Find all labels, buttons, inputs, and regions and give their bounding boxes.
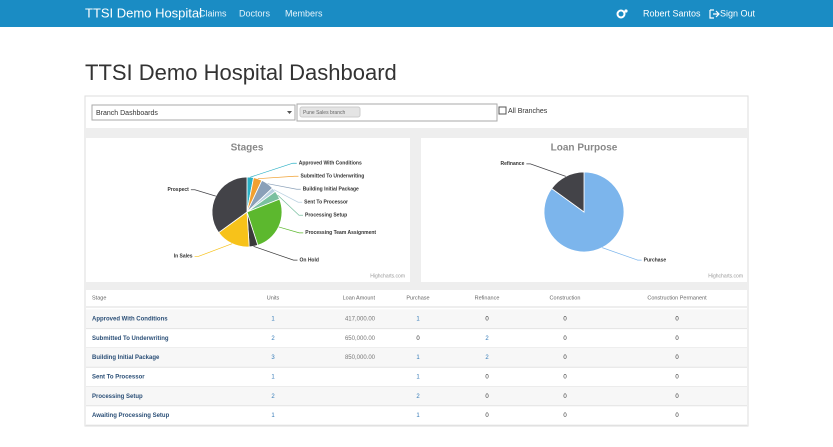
- cell: 0: [675, 394, 679, 400]
- cell: 0: [485, 374, 489, 380]
- cell: 0: [563, 413, 567, 419]
- checkbox-label[interactable]: All Branches: [508, 108, 548, 115]
- chart-title: Stages: [231, 143, 264, 154]
- nav-link[interactable]: Claims: [199, 8, 227, 18]
- cell[interactable]: 1: [416, 413, 420, 419]
- data-label: On Hold: [299, 257, 318, 263]
- checkbox[interactable]: [498, 106, 507, 115]
- separator: [86, 128, 747, 138]
- cell[interactable]: 1: [271, 374, 275, 380]
- tag[interactable]: [299, 106, 361, 118]
- nav-link[interactable]: Doctors: [239, 8, 271, 18]
- row-bg: [86, 386, 747, 406]
- cell[interactable]: 2: [485, 355, 489, 361]
- row-bg: [86, 348, 747, 368]
- cell[interactable]: 2: [271, 394, 275, 400]
- cell[interactable]: 1: [416, 317, 420, 323]
- data-label: Refinance: [500, 161, 524, 167]
- connector: [190, 189, 216, 197]
- cell[interactable]: 1: [271, 317, 275, 323]
- stage-name[interactable]: Sent To Processor: [92, 374, 145, 380]
- connector: [526, 163, 566, 177]
- connector: [194, 243, 233, 257]
- cell: 0: [675, 336, 679, 342]
- select-arrow: [287, 111, 292, 114]
- connector: [253, 246, 298, 261]
- cell: 417,000.00: [345, 317, 376, 323]
- pie-slice: [246, 198, 283, 246]
- column-header: Refinance: [475, 295, 500, 301]
- page-title: TTSI Demo Hospital Dashboard: [85, 60, 397, 85]
- stage-name[interactable]: Approved With Conditions: [92, 317, 168, 323]
- stage-name[interactable]: Building Initial Package: [92, 355, 160, 361]
- data-label: Prospect: [167, 187, 189, 193]
- cell: 0: [675, 374, 679, 380]
- cell: 0: [675, 317, 679, 323]
- data-label: Submitted To Underwriting: [300, 174, 364, 180]
- separator: [410, 138, 421, 290]
- data-label: Building Initial Package: [303, 187, 359, 193]
- data-label: Processing Setup: [305, 213, 347, 219]
- column-header: Units: [267, 295, 280, 301]
- column-header: Purchase: [406, 295, 429, 301]
- cell: 0: [675, 355, 679, 361]
- cell[interactable]: 2: [416, 394, 420, 400]
- credits: Highcharts.com: [370, 273, 405, 279]
- stage-name[interactable]: Submitted To Underwriting: [92, 336, 169, 342]
- tag-text: Pune Sales branch: [303, 110, 345, 116]
- data-label: In Sales: [174, 254, 193, 260]
- connector: [250, 162, 297, 178]
- connector: [278, 226, 304, 234]
- connector: [277, 194, 304, 216]
- cell[interactable]: 1: [271, 413, 275, 419]
- cell: 0: [563, 374, 567, 380]
- cell[interactable]: 1: [416, 374, 420, 380]
- separator: [86, 282, 747, 290]
- cell[interactable]: 2: [485, 336, 489, 342]
- data-label: Processing Team Assignment: [305, 230, 376, 236]
- data-label: Approved With Conditions: [299, 161, 362, 167]
- connector: [257, 175, 299, 180]
- cell[interactable]: 3: [271, 355, 275, 361]
- cell: 0: [485, 394, 489, 400]
- cell: 650,000.00: [345, 336, 376, 342]
- column-header: Construction Permanent: [647, 295, 707, 301]
- chart-title: Loan Purpose: [551, 143, 618, 154]
- user-name[interactable]: Robert Santos: [643, 8, 701, 18]
- settings-icon[interactable]: [616, 9, 628, 19]
- row-bg: [86, 309, 747, 329]
- connector: [602, 247, 642, 261]
- column-header: Construction: [550, 295, 581, 301]
- cell: 850,000.00: [345, 355, 376, 361]
- column-header: Stage: [92, 295, 106, 301]
- cell[interactable]: 1: [416, 355, 420, 361]
- cell: 0: [563, 355, 567, 361]
- stage-name[interactable]: Awaiting Processing Setup: [92, 413, 170, 419]
- navbar: [0, 0, 833, 27]
- cell: 0: [485, 317, 489, 323]
- cell: 0: [563, 336, 567, 342]
- cell: 0: [416, 336, 420, 342]
- data-label: Sent To Processor: [304, 200, 348, 206]
- cell[interactable]: 2: [271, 336, 275, 342]
- cell: 0: [485, 413, 489, 419]
- cell: 0: [563, 394, 567, 400]
- nav-link[interactable]: Members: [285, 8, 323, 18]
- connector: [267, 183, 301, 190]
- select-text: Branch Dashboards: [96, 110, 158, 117]
- stage-name[interactable]: Processing Setup: [92, 394, 143, 400]
- cell: 0: [563, 317, 567, 323]
- brand[interactable]: TTSI Demo Hospital: [85, 5, 202, 20]
- branch-select[interactable]: [91, 104, 296, 121]
- sign-out-icon[interactable]: [709, 9, 720, 19]
- connector: [273, 189, 303, 203]
- pie-slice: [211, 176, 248, 234]
- column-header: Loan Amount: [343, 295, 376, 301]
- data-label: Purchase: [644, 257, 667, 263]
- cell: 0: [675, 413, 679, 419]
- sign-out[interactable]: Sign Out: [720, 8, 756, 18]
- credits: Highcharts.com: [708, 273, 743, 279]
